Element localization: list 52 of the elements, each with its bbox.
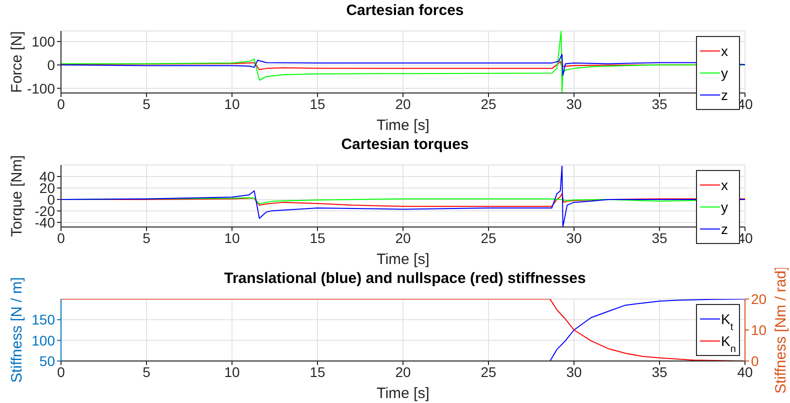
x-tick-label: 25 [480, 364, 496, 380]
y-tick-label: 40 [39, 168, 56, 184]
chart-title: Cartesian torques [340, 136, 470, 153]
legend-label: z [721, 221, 728, 237]
x-axis-title: Time [s] [376, 385, 430, 402]
x-tick-label: 20 [395, 96, 411, 112]
chart-title: Cartesian forces [345, 2, 465, 19]
x-tick-label: 15 [310, 96, 326, 112]
y-tick-label: 50 [39, 352, 56, 369]
y-tick-label: 0 [47, 56, 56, 73]
x-tick-label: 15 [310, 230, 326, 246]
y2-tick-label: 0 [751, 352, 759, 369]
legend-label: y [721, 65, 728, 81]
x-tick-label: 10 [224, 230, 240, 246]
x-tick-label: 10 [224, 364, 240, 380]
x-tick-label: 25 [480, 230, 496, 246]
chart-title: Translational (blue) and nullspace (red) stiffnesses [224, 270, 586, 287]
x-tick-label: 30 [566, 96, 582, 112]
y-tick-label: -100 [26, 80, 56, 96]
y-axis-title: Torque [Nm] [8, 155, 26, 237]
x-axis-title: Time [s] [376, 117, 430, 134]
x-tick-label: 5 [142, 364, 151, 380]
x-axis-title: Time [s] [376, 251, 430, 268]
x-tick-label: 0 [57, 364, 66, 380]
x-tick-label: 5 [142, 230, 151, 246]
x-tick-label: 10 [224, 96, 240, 112]
x-tick-label: 5 [142, 96, 151, 112]
y-axis-title: Force [N] [8, 31, 26, 93]
x-tick-label: 20 [395, 230, 411, 246]
x-tick-label: 25 [480, 96, 496, 112]
legend-label: K$_{n}$ [721, 333, 736, 354]
x-tick-label: 15 [310, 364, 326, 380]
x-tick-label: 35 [652, 96, 668, 112]
y-tick-label: 150 [32, 312, 56, 328]
y-tick-label: 100 [32, 332, 56, 348]
y-axis-title: Stiffness [N / m] [8, 277, 26, 383]
y2-tick-label: 10 [751, 322, 767, 338]
legend-label: K$_{t}$ [721, 311, 734, 332]
y2-tick-label: 20 [751, 290, 767, 307]
x-tick-label: 40 [737, 364, 753, 380]
x-tick-label: 30 [566, 364, 582, 380]
legend-label: x [721, 177, 728, 193]
legend-label: x [721, 43, 728, 59]
x-tick-label: 0 [57, 96, 66, 112]
x-tick-label: 0 [57, 230, 66, 246]
y-tick-label: 100 [32, 34, 56, 50]
legend-label: z [721, 87, 728, 103]
x-tick-label: 35 [652, 230, 668, 246]
x-tick-label: 30 [566, 230, 582, 246]
x-tick-label: 35 [652, 364, 668, 380]
legend-label: y [721, 199, 728, 215]
x-tick-label: 20 [395, 364, 411, 380]
